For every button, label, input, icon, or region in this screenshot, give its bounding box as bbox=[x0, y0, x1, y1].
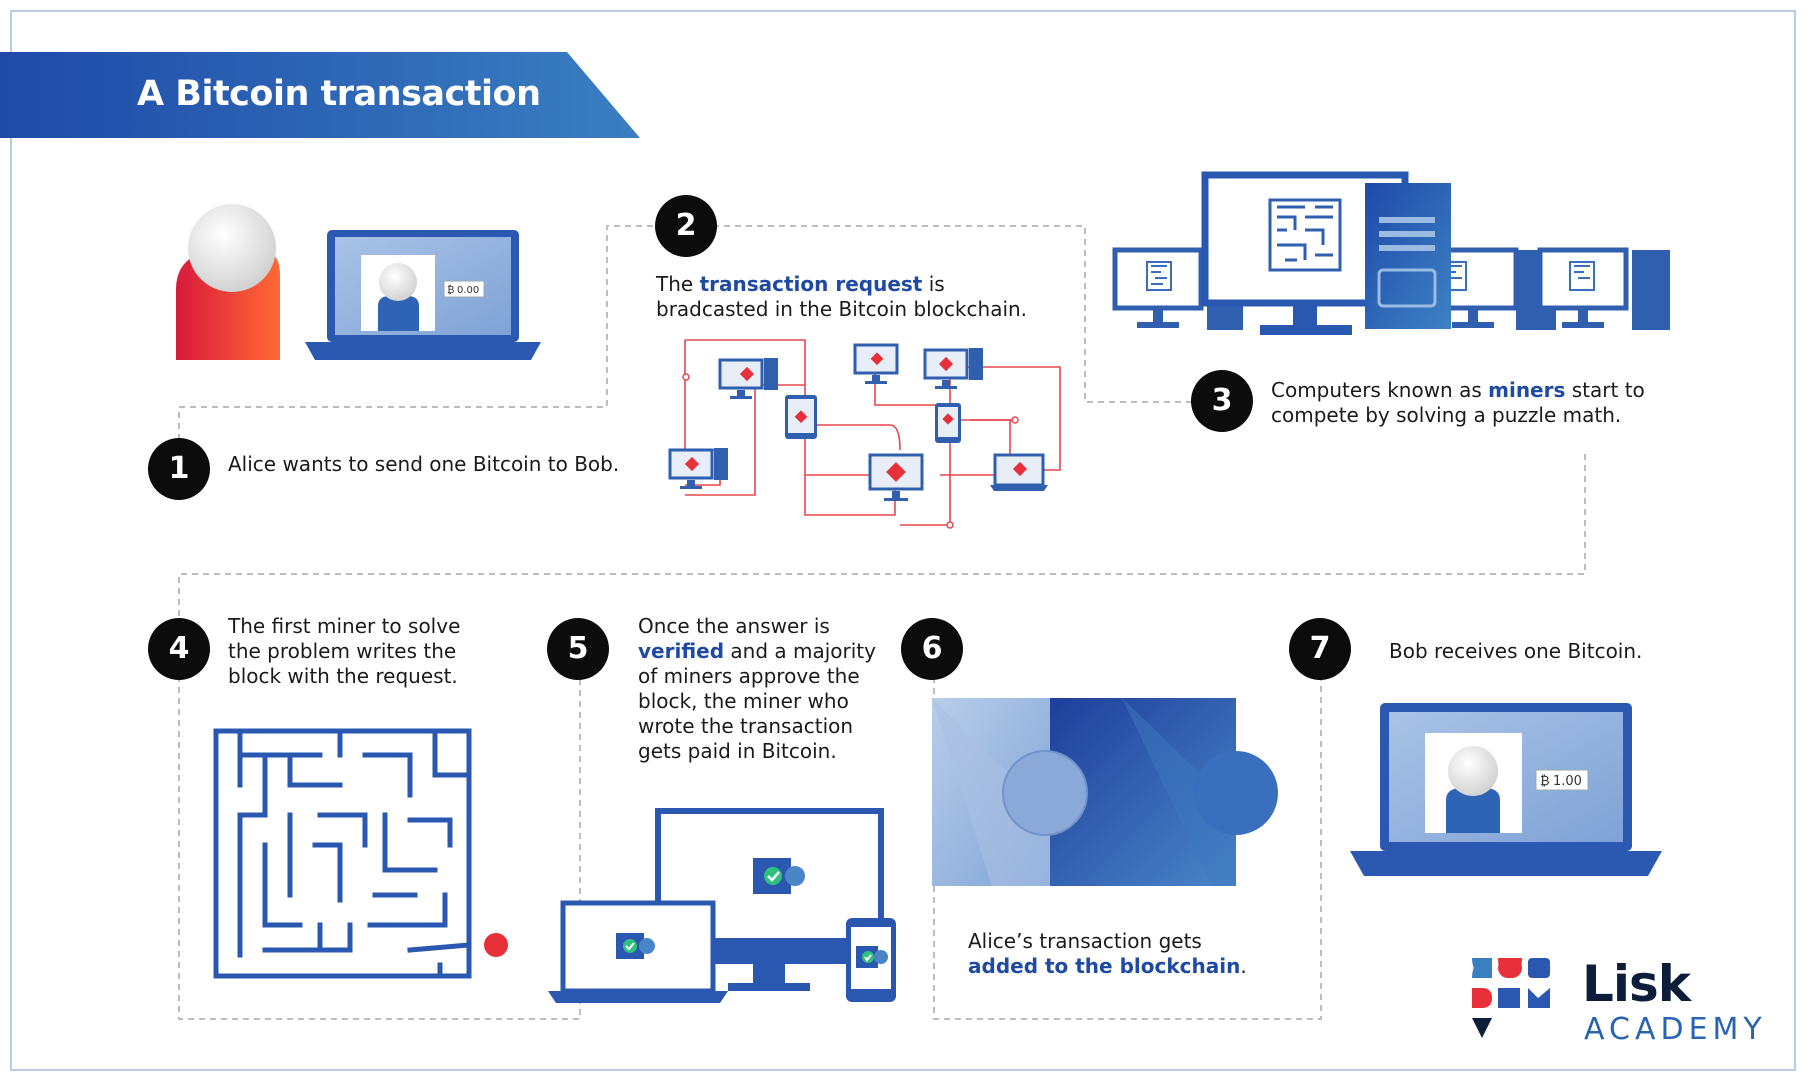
maze-icon bbox=[213, 728, 472, 979]
laptop-icon: ₿ 1.00 bbox=[1350, 703, 1662, 876]
laptop-icon: ₿ 0.00 bbox=[305, 230, 541, 360]
step-7-badge: 7 bbox=[1289, 618, 1351, 680]
step-5-line3: of miners approve the bbox=[638, 664, 860, 688]
phone-icon bbox=[846, 918, 896, 1002]
logo-sub: ACADEMY bbox=[1584, 1012, 1767, 1047]
step-7-text: Bob receives one Bitcoin. bbox=[1389, 639, 1643, 663]
step-2-badge: 2 bbox=[655, 195, 717, 257]
step-4-badge: 4 bbox=[148, 618, 210, 680]
step-1-badge: 1 bbox=[148, 438, 210, 500]
step-6-line1: Alice’s transaction gets bbox=[968, 929, 1202, 953]
miners-illustration bbox=[1112, 171, 1670, 335]
step-6-line2-post: . bbox=[1240, 954, 1247, 978]
blockchain-puzzle-illustration bbox=[932, 698, 1278, 886]
step-1-text: Alice wants to send one Bitcoin to Bob. bbox=[228, 452, 620, 476]
step-5-line4: block, the miner who bbox=[638, 689, 849, 713]
step-2-text-pre: The bbox=[656, 272, 700, 296]
check-icon bbox=[764, 867, 782, 885]
step-4-line3: block with the request. bbox=[228, 664, 458, 688]
bob-balance-value: 1.00 bbox=[1553, 774, 1582, 789]
check-icon bbox=[862, 951, 874, 963]
person-icon bbox=[176, 204, 280, 360]
step-5-line6: gets paid in Bitcoin. bbox=[638, 739, 837, 763]
alice-balance-symbol: ₿ bbox=[447, 284, 454, 296]
step-5-line1: Once the answer is bbox=[638, 614, 830, 638]
bob-illustration: ₿ 1.00 bbox=[1350, 703, 1662, 876]
check-icon bbox=[623, 939, 637, 953]
step-2-highlight: transaction request bbox=[699, 272, 923, 296]
step-5-badge: 5 bbox=[547, 618, 609, 680]
step-3-text: Computers known as miners start to compe… bbox=[1271, 378, 1645, 428]
puzzle-icon bbox=[616, 933, 655, 959]
step-3-badge: 3 bbox=[1191, 370, 1253, 432]
bob-balance-symbol: ₿ bbox=[1540, 774, 1550, 789]
step-4-line2: the problem writes the bbox=[228, 639, 457, 663]
step-5-line2-post: and a majority bbox=[724, 639, 876, 663]
network-icon bbox=[668, 343, 1048, 501]
step-2-line2: bradcasted in the Bitcoin blockchain. bbox=[656, 297, 1028, 321]
step-3-highlight: miners bbox=[1488, 378, 1566, 402]
logo-word: Lisk bbox=[1582, 955, 1691, 1013]
step-2-text-post: is bbox=[922, 272, 945, 296]
network-illustration bbox=[668, 339, 1061, 529]
devices-illustration bbox=[548, 808, 896, 1003]
laptop-icon bbox=[548, 900, 728, 1003]
step-3-text-pre: Computers known as bbox=[1271, 378, 1489, 402]
diagram-frame bbox=[10, 10, 1796, 1071]
step-6-badge: 6 bbox=[901, 618, 963, 680]
step-5-highlight: verified bbox=[638, 639, 725, 663]
alice-balance-value: 0.00 bbox=[457, 285, 479, 296]
step-4-line1: The first miner to solve bbox=[228, 614, 461, 638]
puzzle-icon bbox=[932, 698, 1278, 886]
title-banner: A Bitcoin transaction bbox=[0, 52, 640, 138]
computer-icon bbox=[1112, 171, 1670, 335]
step-4-text: The first miner to solve the problem wri… bbox=[228, 614, 460, 689]
page-title: A Bitcoin transaction bbox=[137, 74, 541, 114]
person-icon bbox=[1448, 746, 1498, 796]
puzzle-icon bbox=[753, 858, 805, 894]
step-2-text: The transaction request is bradcasted in… bbox=[656, 272, 1027, 322]
maze-illustration bbox=[213, 728, 508, 979]
step-3-line2: compete by solving a puzzle math. bbox=[1271, 403, 1622, 427]
step-3-text-post: start to bbox=[1565, 378, 1645, 402]
step-5-line5: wrote the transaction bbox=[638, 714, 854, 738]
step-6-text: Alice’s transaction gets added to the bl… bbox=[968, 929, 1247, 979]
banner-shape bbox=[0, 52, 640, 138]
step-6-highlight: added to the blockchain bbox=[968, 954, 1241, 978]
lisk-logo-mark bbox=[1472, 958, 1550, 1038]
step-5-text: Once the answer is verified and a majori… bbox=[638, 614, 876, 764]
alice-illustration: ₿ 0.00 bbox=[176, 204, 541, 360]
